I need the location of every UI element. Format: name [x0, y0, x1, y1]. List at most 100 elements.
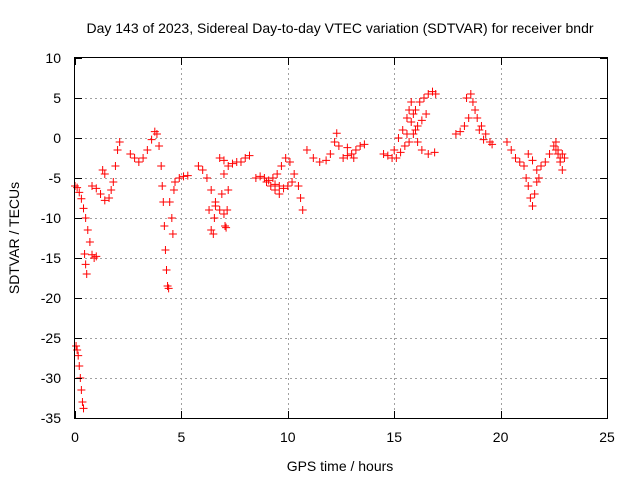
data-point [171, 178, 180, 186]
data-point [394, 134, 403, 142]
data-point [511, 154, 520, 162]
data-point [460, 122, 469, 130]
data-point [277, 162, 286, 170]
data-point [207, 186, 216, 194]
data-point [343, 151, 352, 160]
y-tick-label: -35 [41, 410, 61, 426]
data-point [560, 154, 569, 162]
data-point [424, 90, 433, 98]
chart-title: Day 143 of 2023, Sidereal Day-to-day VTE… [86, 20, 593, 36]
data-point [169, 186, 178, 194]
data-point [532, 166, 541, 174]
data-point [162, 266, 171, 274]
y-tick-label: 0 [53, 130, 61, 146]
data-point [179, 172, 188, 181]
data-point [147, 135, 156, 144]
data-point [268, 174, 277, 182]
data-point [271, 186, 280, 194]
data-point [264, 176, 273, 185]
data-point [81, 260, 90, 269]
data-point [464, 114, 473, 122]
data-point [471, 106, 480, 114]
data-point [549, 142, 558, 150]
data-point [215, 206, 224, 214]
data-point [251, 174, 260, 182]
data-point [332, 129, 341, 138]
x-tick-label: 20 [493, 429, 509, 445]
data-point [82, 270, 91, 278]
data-point [288, 178, 297, 186]
data-point [551, 138, 560, 146]
data-point [402, 114, 411, 122]
data-point [164, 284, 173, 293]
data-point [175, 174, 184, 182]
data-point [417, 116, 426, 125]
data-point [109, 178, 118, 186]
data-point [245, 151, 254, 160]
data-point [466, 90, 475, 98]
data-point [522, 174, 531, 182]
data-point [273, 170, 282, 178]
data-point [534, 174, 543, 182]
tick-marks [75, 58, 608, 419]
data-point [275, 190, 284, 198]
y-tick-label: 10 [45, 50, 61, 66]
data-point [347, 150, 356, 158]
data-point [456, 127, 465, 136]
data-point [92, 252, 101, 261]
data-point [79, 404, 88, 413]
data-point [530, 190, 539, 198]
data-point [167, 214, 176, 222]
y-tick-label: -20 [41, 290, 61, 306]
data-point [83, 226, 92, 234]
data-point [462, 94, 471, 102]
x-tick-label: 5 [178, 429, 186, 445]
data-point [111, 162, 120, 170]
data-point [215, 154, 224, 162]
data-point [351, 146, 360, 154]
y-tick-label: -25 [41, 330, 61, 346]
data-point [473, 114, 482, 122]
data-point [430, 148, 439, 157]
data-point [417, 146, 426, 154]
data-point [298, 206, 307, 214]
data-point [515, 158, 524, 166]
y-tick-label: 5 [53, 90, 61, 106]
data-point [224, 186, 233, 194]
data-point [198, 166, 207, 174]
data-point [390, 146, 399, 154]
data-point [558, 150, 567, 158]
data-point [488, 140, 497, 149]
data-point [379, 150, 388, 158]
data-point [541, 158, 550, 166]
data-point [524, 150, 533, 158]
data-point [113, 146, 122, 154]
x-tick-label: 0 [71, 429, 79, 445]
data-point [392, 154, 401, 162]
data-point [157, 162, 166, 170]
data-point [507, 146, 516, 154]
data-point [88, 182, 97, 190]
x-tick-label: 15 [386, 429, 402, 445]
data-point [130, 154, 139, 162]
data-point [219, 170, 228, 178]
data-point [413, 138, 422, 146]
data-point [107, 186, 116, 194]
data-point [545, 150, 554, 158]
data-point [475, 126, 484, 134]
data-point [405, 138, 414, 146]
data-point [160, 222, 169, 230]
x-tick-labels: 0 5 10 15 20 25 [71, 429, 615, 445]
data-point [74, 351, 83, 360]
data-point [126, 150, 135, 158]
data-point [96, 190, 105, 198]
x-axis-title: GPS time / hours [287, 458, 394, 474]
data-point [343, 143, 352, 152]
data-point [309, 154, 318, 162]
data-point [349, 154, 358, 162]
data-point [222, 223, 231, 232]
data-point [415, 98, 424, 106]
data-point [211, 202, 220, 210]
data-point [241, 154, 250, 162]
